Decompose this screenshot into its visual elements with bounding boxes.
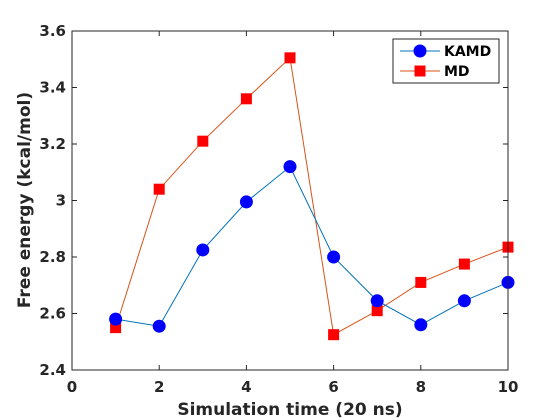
x-axis-label: Simulation time (20 ns) <box>177 400 402 420</box>
data-point-kamd <box>283 160 297 174</box>
legend-box <box>392 38 500 84</box>
y-axis-label: Free energy (kcal/mol) <box>15 92 35 308</box>
series-line-kamd <box>115 165 509 327</box>
data-point-md <box>240 93 252 105</box>
y-tick-label: 3.4 <box>39 79 66 97</box>
data-point-kamd <box>327 250 341 264</box>
data-point-md <box>153 183 165 195</box>
legend-label-kamd: KAMD <box>444 44 491 60</box>
x-tick-label: 10 <box>498 378 519 396</box>
data-point-md <box>284 52 296 64</box>
x-tick-label: 0 <box>67 378 77 396</box>
legend-marker-md <box>414 65 426 77</box>
series-line-md <box>115 56 509 336</box>
plot-area-background <box>72 31 508 370</box>
data-point-md <box>458 258 470 270</box>
ticks-layer: 0 2 4 6 8 10 2.4 2.6 2.8 3 3.2 3.4 3.6 <box>39 22 518 396</box>
data-point-kamd <box>196 243 210 257</box>
x-tick-label: 4 <box>241 378 251 396</box>
data-point-kamd <box>414 318 428 332</box>
y-tick-label: 2.6 <box>39 305 66 323</box>
y-tick-label: 3.2 <box>39 135 66 153</box>
y-tick-label: 2.8 <box>39 248 66 266</box>
x-tick-label: 2 <box>154 378 164 396</box>
data-point-md <box>197 135 209 147</box>
data-point-kamd <box>457 294 471 308</box>
y-tick-label: 3.6 <box>39 22 66 40</box>
legend-label-md: MD <box>444 64 470 80</box>
data-point-kamd <box>109 312 123 326</box>
data-point-md <box>415 276 427 288</box>
data-point-kamd <box>152 319 166 333</box>
x-tick-label: 6 <box>328 378 338 396</box>
y-tick-label: 2.4 <box>39 361 66 379</box>
x-tick-label: 8 <box>416 378 426 396</box>
data-point-md <box>328 329 340 341</box>
legend: KAMD MD <box>392 38 500 84</box>
data-point-kamd <box>370 294 384 308</box>
legend-marker-kamd <box>413 44 427 58</box>
y-tick-label: 3 <box>56 192 66 210</box>
data-point-kamd <box>239 195 253 209</box>
data-layer <box>109 52 515 341</box>
